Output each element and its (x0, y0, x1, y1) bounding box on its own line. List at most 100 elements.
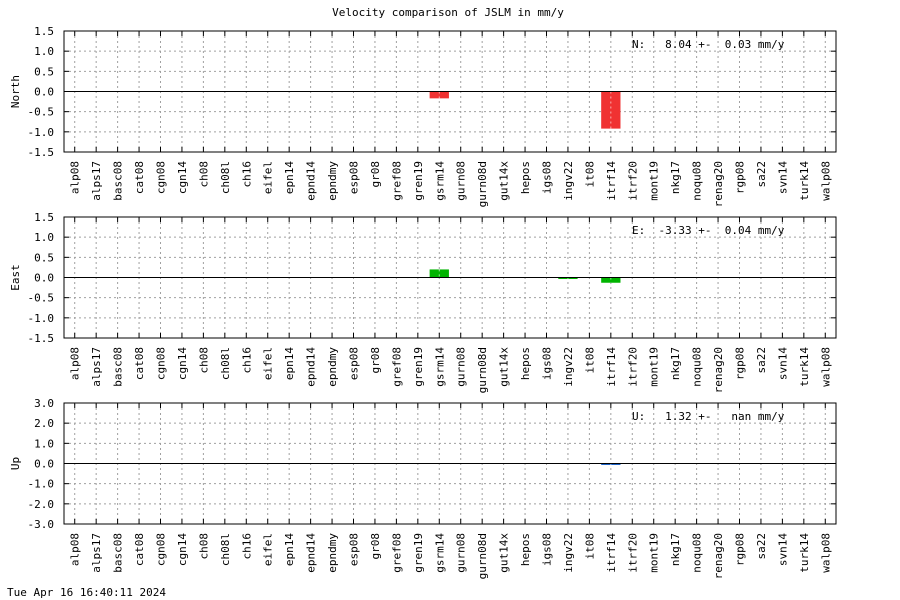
x-tick-label-ch16: ch16 (240, 161, 253, 188)
x-tick-label-cat08: cat08 (133, 533, 146, 566)
bar-gsrm14 (429, 91, 449, 99)
x-tick-label-itrf14: itrf14 (605, 161, 618, 201)
x-tick-label-gut14x: gut14x (498, 347, 511, 387)
y-tick-label: 1.0 (34, 437, 54, 450)
x-tick-label-mont19: mont19 (648, 347, 661, 387)
x-tick-label-gref08: gref08 (390, 533, 403, 573)
x-tick-label-igs08: igs08 (541, 161, 554, 194)
x-tick-label-rgp08: rgp08 (734, 533, 747, 566)
x-tick-label-gurn08: gurn08 (455, 533, 468, 573)
x-tick-label-noqu08: noqu08 (691, 347, 704, 387)
x-tick-label-itrf20: itrf20 (626, 533, 639, 573)
bar-gsrm14 (429, 269, 449, 278)
x-tick-label-it08: it08 (583, 161, 596, 188)
x-tick-label-gurn08d: gurn08d (476, 347, 489, 393)
y-tick-label: -1.5 (28, 146, 55, 159)
x-tick-label-basc08: basc08 (112, 161, 125, 201)
x-tick-label-sa22: sa22 (755, 161, 768, 188)
y-tick-label: -1.0 (28, 478, 55, 491)
x-tick-label-epn14: epn14 (283, 161, 296, 194)
x-tick-label-alps17: alps17 (90, 533, 103, 573)
x-tick-label-cat08: cat08 (133, 347, 146, 380)
x-tick-label-ch08l: ch08l (219, 161, 232, 194)
x-tick-label-gr08: gr08 (369, 347, 382, 374)
x-tick-label-cgn14: cgn14 (176, 533, 189, 566)
y-axis-label: North (9, 75, 22, 108)
x-tick-label-igs08: igs08 (541, 533, 554, 566)
x-tick-label-gurn08: gurn08 (455, 347, 468, 387)
x-tick-label-hepos: hepos (519, 161, 532, 194)
x-tick-label-gurn08d: gurn08d (476, 161, 489, 207)
x-tick-label-itrf14: itrf14 (605, 347, 618, 387)
y-axis-label: East (9, 264, 22, 291)
x-tick-label-basc08: basc08 (112, 347, 125, 387)
y-tick-label: -0.5 (28, 106, 55, 119)
x-tick-label-itrf20: itrf20 (626, 161, 639, 201)
x-tick-label-gren19: gren19 (412, 161, 425, 201)
bar-itrf14 (601, 277, 621, 283)
x-tick-label-renag20: renag20 (712, 533, 725, 579)
x-tick-label-gr08: gr08 (369, 533, 382, 560)
x-tick-label-eifel: eifel (262, 161, 275, 194)
y-tick-label: 1.0 (34, 231, 54, 244)
x-tick-label-hepos: hepos (519, 347, 532, 380)
x-tick-label-mont19: mont19 (648, 533, 661, 573)
timestamp: Tue Apr 16 16:40:11 2024 (7, 586, 166, 599)
x-tick-label-turk14: turk14 (798, 533, 811, 573)
y-tick-label: 1.5 (34, 211, 54, 224)
x-tick-label-cat08: cat08 (133, 161, 146, 194)
y-tick-label: -3.0 (28, 518, 55, 531)
x-tick-label-esp08: esp08 (348, 161, 361, 194)
x-tick-label-epndmy: epndmy (326, 161, 339, 201)
x-tick-label-ingv22: ingv22 (562, 533, 575, 573)
x-tick-label-gurn08: gurn08 (455, 161, 468, 201)
x-tick-label-esp08: esp08 (348, 533, 361, 566)
x-tick-label-cgn14: cgn14 (176, 347, 189, 380)
x-tick-label-walp08: walp08 (819, 347, 832, 387)
x-tick-label-basc08: basc08 (112, 533, 125, 573)
y-axis-label: Up (9, 457, 22, 470)
y-tick-label: 3.0 (34, 397, 54, 410)
x-tick-label-igs08: igs08 (541, 347, 554, 380)
y-tick-label: -0.5 (28, 292, 55, 305)
panel-east: 1.5 1.0 0.5 0.0 -0.5 -1.0 -1.5 alp08 alps17 basc0… (9, 211, 837, 393)
y-tick-label: 0.0 (34, 86, 54, 99)
x-tick-label-gref08: gref08 (390, 347, 403, 387)
x-tick-label-it08: it08 (583, 533, 596, 560)
x-tick-label-itrf14: itrf14 (605, 533, 618, 573)
y-tick-label: -1.0 (28, 312, 55, 325)
x-tick-label-ch08: ch08 (197, 347, 210, 374)
y-tick-label: 2.0 (34, 417, 54, 430)
x-tick-label-cgn14: cgn14 (176, 161, 189, 194)
x-tick-label-renag20: renag20 (712, 347, 725, 393)
y-tick-label: 0.0 (34, 458, 54, 471)
x-tick-label-renag20: renag20 (712, 161, 725, 207)
chart-panels: 1.5 1.0 0.5 0.0 -0.5 -1.0 -1.5 alp08 alps17 basc0… (9, 25, 837, 579)
x-tick-label-nkg17: nkg17 (669, 533, 682, 566)
x-tick-label-noqu08: noqu08 (691, 533, 704, 573)
x-tick-label-eifel: eifel (262, 533, 275, 566)
x-tick-label-turk14: turk14 (798, 347, 811, 387)
x-tick-label-epnd14: epnd14 (305, 347, 318, 387)
x-tick-label-it08: it08 (583, 347, 596, 374)
x-tick-label-cgn08: cgn08 (155, 161, 168, 194)
velocity-annotation: N: 8.04 +- 0.03 mm/y (632, 38, 785, 51)
x-tick-label-turk14: turk14 (798, 161, 811, 201)
x-tick-label-alp08: alp08 (69, 161, 82, 194)
x-tick-label-svn14: svn14 (776, 533, 789, 566)
x-tick-label-walp08: walp08 (819, 533, 832, 573)
x-tick-label-gut14x: gut14x (498, 161, 511, 201)
x-tick-label-epn14: epn14 (283, 533, 296, 566)
y-tick-label: 0.0 (34, 272, 54, 285)
chart-title: Velocity comparison of JSLM in mm/y (332, 6, 564, 19)
x-tick-label-nkg17: nkg17 (669, 161, 682, 194)
x-tick-label-ingv22: ingv22 (562, 161, 575, 201)
x-tick-label-eifel: eifel (262, 347, 275, 380)
x-tick-label-cgn08: cgn08 (155, 347, 168, 380)
y-tick-label: -1.0 (28, 126, 55, 139)
x-tick-label-epn14: epn14 (283, 347, 296, 380)
y-tick-label: -2.0 (28, 498, 55, 511)
x-tick-label-alps17: alps17 (90, 161, 103, 201)
x-tick-label-svn14: svn14 (776, 161, 789, 194)
